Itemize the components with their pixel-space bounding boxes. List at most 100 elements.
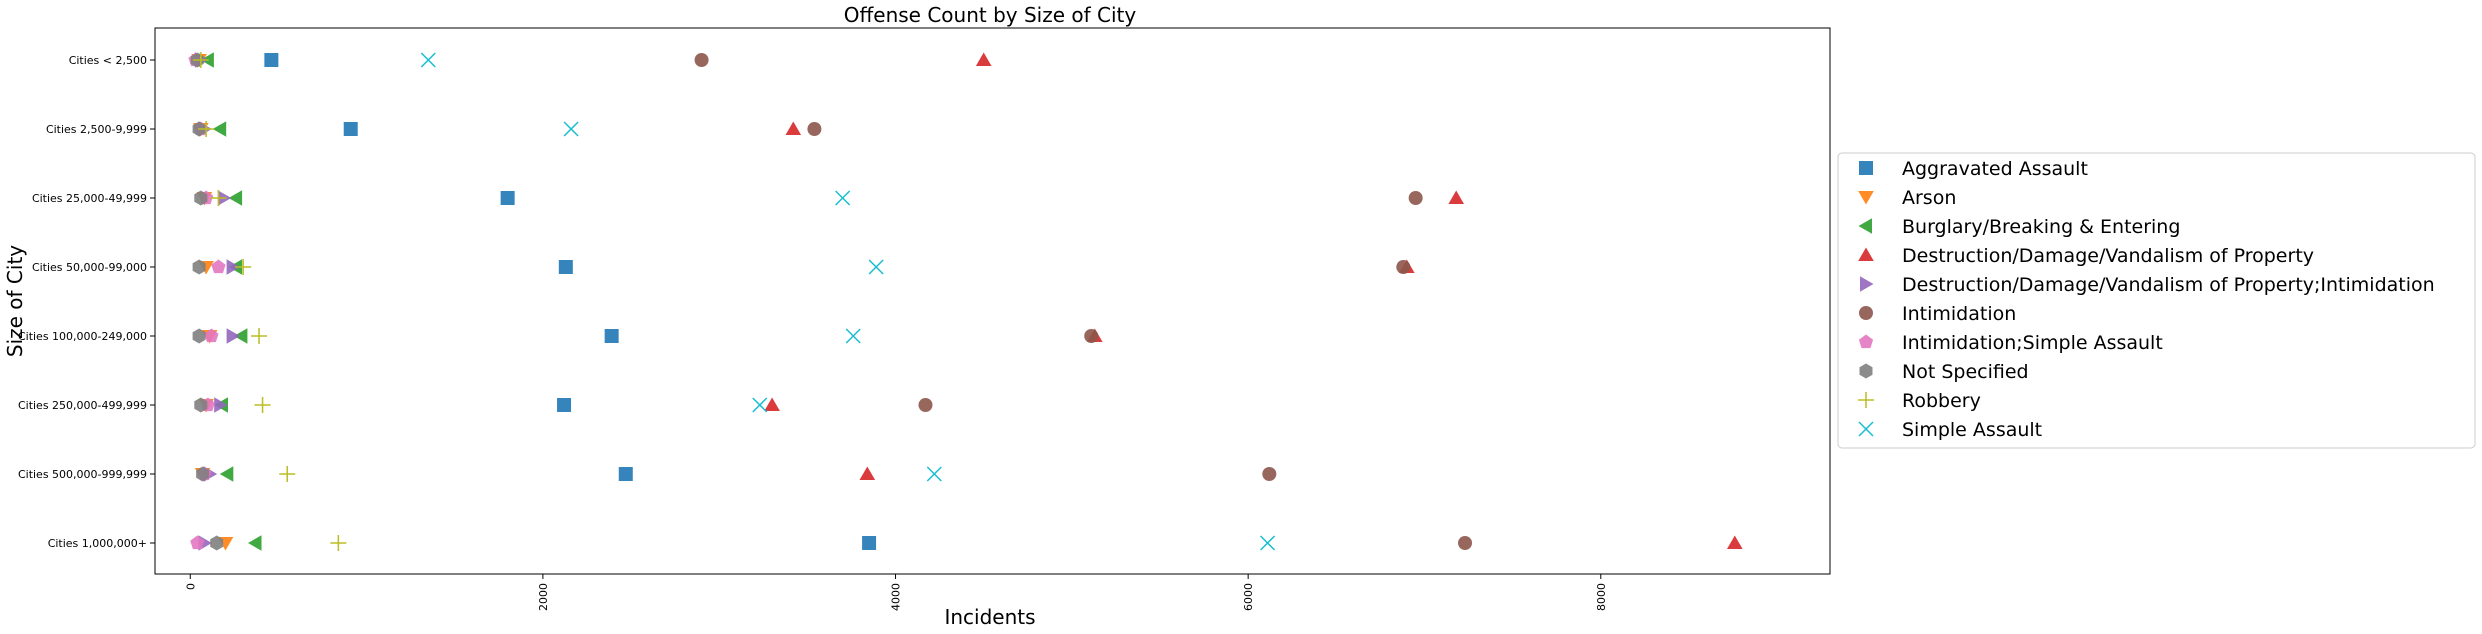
- y-tick-label: Cities 25,000-49,999: [32, 192, 147, 205]
- legend-label: Robbery: [1902, 390, 1981, 412]
- data-point: [226, 328, 241, 344]
- data-point: [194, 190, 208, 206]
- data-points: [188, 52, 1743, 551]
- data-point: [264, 53, 279, 67]
- series-simple-assault: [420, 52, 1276, 551]
- data-point: [254, 397, 271, 413]
- legend-marker: [1858, 334, 1874, 349]
- series-robbery: [192, 52, 347, 551]
- data-point: [618, 467, 633, 481]
- legend-frame: [1837, 152, 2476, 449]
- data-point: [604, 329, 619, 343]
- data-point: [868, 259, 884, 275]
- data-point: [219, 466, 234, 482]
- y-tick-label: Cities 500,000-999,999: [18, 468, 147, 481]
- series-not-specified: [190, 52, 224, 551]
- data-point: [1448, 190, 1464, 204]
- data-point: [1262, 467, 1277, 481]
- data-point: [918, 398, 933, 412]
- legend-marker: [1858, 392, 1874, 408]
- data-point: [210, 190, 227, 206]
- data-point: [204, 328, 219, 343]
- legend-marker: [1858, 218, 1872, 234]
- data-point: [212, 121, 227, 137]
- legend-marker: [1859, 306, 1873, 320]
- legend-label: Burglary/Breaking & Entering: [1902, 216, 2180, 238]
- data-point: [248, 535, 262, 551]
- data-point: [1408, 191, 1423, 205]
- data-point: [226, 259, 241, 275]
- x-tick-label: 2000: [537, 583, 550, 611]
- x-tick-label: 4000: [890, 583, 903, 611]
- legend-label: Arson: [1902, 187, 1956, 209]
- data-point: [500, 191, 515, 205]
- data-point: [192, 259, 206, 275]
- legend-marker: [1860, 276, 1874, 292]
- legend-label: Not Specified: [1902, 361, 2029, 383]
- data-point: [196, 466, 210, 482]
- data-point: [845, 328, 861, 344]
- legend-label: Destruction/Damage/Vandalism of Property: [1902, 245, 2314, 267]
- legend-marker: [1859, 161, 1873, 175]
- data-point: [1458, 536, 1473, 550]
- data-point: [558, 260, 573, 274]
- data-point: [211, 259, 226, 274]
- data-point: [859, 466, 876, 480]
- x-tick-label: 0: [184, 583, 197, 590]
- data-point: [835, 190, 851, 206]
- x-tick-label: 6000: [1242, 583, 1255, 611]
- data-point: [192, 328, 206, 344]
- y-tick-label: Cities 50,000-99,000: [32, 261, 147, 274]
- series-destruction-damage-vandalism-of-property: [764, 52, 1743, 549]
- legend-marker: [1858, 421, 1874, 437]
- x-axis: 0 2000 4000 6000 8000: [184, 574, 1608, 611]
- data-point: [1084, 329, 1099, 343]
- legend-label: Intimidation: [1902, 303, 2016, 325]
- data-point: [862, 536, 877, 550]
- data-point: [190, 535, 205, 550]
- data-point: [563, 121, 579, 137]
- data-point: [975, 52, 992, 66]
- data-point: [233, 328, 248, 344]
- y-tick-label: Cities 100,000-249,000: [18, 330, 147, 343]
- y-axis: Cities < 2,500 Cities 2,500-9,999 Cities 2…: [18, 54, 155, 550]
- data-point: [192, 52, 209, 68]
- data-point: [235, 259, 252, 275]
- legend-label: Destruction/Damage/Vandalism of Property…: [1902, 274, 2435, 296]
- y-axis-label: Size of City: [3, 245, 27, 357]
- data-point: [1396, 260, 1411, 274]
- legend-label: Aggravated Assault: [1902, 158, 2088, 180]
- data-point: [785, 121, 802, 135]
- legend-marker: [1859, 363, 1873, 379]
- legend-label: Intimidation;Simple Assault: [1902, 332, 2163, 354]
- legend-label: Simple Assault: [1902, 419, 2042, 441]
- y-tick-label: Cities 250,000-499,999: [18, 399, 147, 412]
- data-point: [557, 398, 572, 412]
- data-point: [420, 52, 436, 68]
- data-point: [807, 122, 822, 136]
- data-point: [926, 466, 942, 482]
- y-tick-label: Cities < 2,500: [69, 54, 147, 67]
- data-point: [694, 53, 709, 67]
- legend-marker: [1858, 191, 1874, 205]
- legend: Aggravated Assault Arson Burglary/Breaking…: [1837, 152, 2476, 449]
- data-point: [1260, 535, 1276, 551]
- data-point: [764, 397, 780, 411]
- x-axis-label: Incidents: [944, 605, 1035, 629]
- series-aggravated-assault: [264, 53, 877, 550]
- data-point: [343, 122, 358, 136]
- data-point: [752, 397, 768, 413]
- data-point: [214, 397, 228, 413]
- chart-title: Offense Count by Size of City: [844, 3, 1137, 27]
- data-point: [194, 397, 208, 413]
- legend-marker: [1858, 247, 1874, 261]
- y-tick-label: Cities 1,000,000+: [48, 537, 147, 550]
- data-point: [198, 121, 215, 137]
- x-tick-label: 8000: [1595, 583, 1608, 611]
- data-point: [330, 535, 347, 551]
- data-point: [251, 328, 268, 344]
- y-tick-label: Cities 2,500-9,999: [46, 123, 147, 136]
- series-intimidation: [694, 53, 1473, 550]
- data-point: [1727, 535, 1743, 549]
